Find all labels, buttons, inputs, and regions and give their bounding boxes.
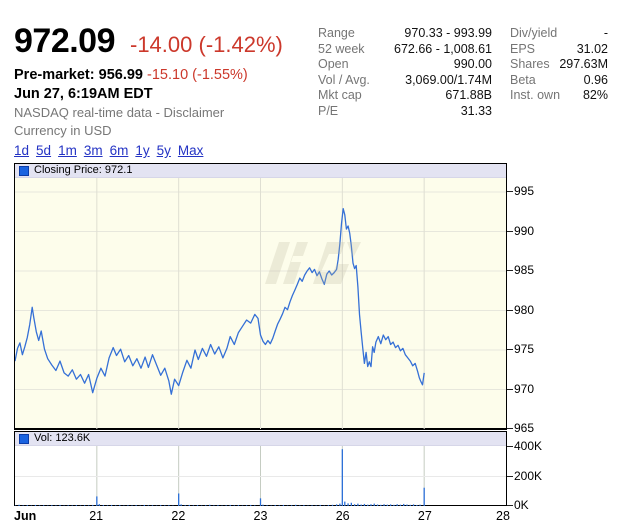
price-legend: Closing Price: 972.1 (15, 164, 506, 178)
stat-label: Beta (510, 72, 536, 87)
price-y-tick-label: 975 (514, 342, 535, 356)
price-y-tick-label: 985 (514, 263, 535, 277)
x-axis-label: 22 (171, 509, 186, 523)
premarket-change: -15.10 (-1.55%) (147, 67, 248, 83)
stat-label: Shares (510, 57, 550, 72)
premarket-label: Pre-market: (14, 67, 95, 83)
stat-row-52week: 52 week 672.66 - 1,008.61 (318, 42, 492, 58)
x-axis-label: 27 (417, 509, 432, 523)
stat-value: 672.66 - 1,008.61 (394, 41, 492, 56)
quote-header: 972.09 -14.00 (-1.42%) Pre-market: 956.9… (14, 24, 283, 138)
stat-value: 3,069.00/1.74M (405, 72, 492, 87)
stat-label: 52 week (318, 41, 365, 56)
volume-y-tick-label: 200K (514, 468, 543, 483)
last-price: 972.09 (14, 22, 116, 60)
data-source-text: NASDAQ real-time data - (14, 105, 164, 120)
stat-label: Vol / Avg. (318, 72, 370, 87)
price-y-tick-label: 990 (514, 223, 535, 238)
price-row: 972.09 -14.00 (-1.42%) (14, 24, 283, 58)
volume-swatch-icon (19, 433, 29, 444)
price-y-tick-label: 970 (514, 381, 535, 396)
range-link-5y[interactable]: 5y (156, 143, 171, 158)
price-y-tick-label: 980 (514, 302, 535, 317)
currency-note: Currency in USD (14, 123, 112, 138)
stat-row-eps: EPS 31.02 (510, 42, 608, 58)
price-y-tick-label: 965 (514, 421, 535, 435)
stat-value: 970.33 - 993.99 (404, 26, 492, 40)
volume-legend: Vol: 123.6K (15, 432, 506, 446)
data-source-note: NASDAQ real-time data - Disclaimer (14, 105, 283, 120)
range-link-1m[interactable]: 1m (58, 143, 77, 158)
premarket-row: Pre-market: 956.99 -15.10 (-1.55%) (14, 67, 283, 83)
disclaimer-link[interactable]: Disclaimer (163, 105, 225, 120)
range-link-3m[interactable]: 3m (83, 143, 103, 158)
stat-value: 31.02 (576, 41, 608, 56)
stat-row-mktcap: Mkt cap 671.88B (318, 88, 492, 104)
stat-value: 82% (582, 88, 608, 103)
x-axis-label: 23 (253, 509, 268, 523)
volume-bar-chart[interactable] (15, 446, 506, 506)
price-line-chart[interactable] (15, 178, 506, 429)
stats-column-left: Range 970.33 - 993.99 52 week 672.66 - 1,0… (318, 26, 492, 120)
stat-row-beta: Beta 0.96 (510, 73, 608, 89)
range-links: 1d 5d 1m 3m 6m 1y 5y Max (14, 143, 210, 158)
stat-value: 297.63M (559, 57, 608, 72)
stat-label: Open (318, 57, 349, 72)
x-axis-label: 21 (89, 509, 104, 523)
range-link-6m[interactable]: 6m (109, 143, 129, 158)
range-link-1d[interactable]: 1d (14, 143, 30, 158)
stat-value: 0.96 (583, 72, 608, 87)
x-axis-label: 26 (335, 509, 350, 523)
stat-label: Div/yield (510, 26, 558, 40)
stat-row-open: Open 990.00 (318, 57, 492, 73)
stat-value: 990.00 (453, 57, 492, 72)
price-y-tick (507, 428, 513, 429)
stat-row-instown: Inst. own 82% (510, 88, 608, 104)
x-axis-label: 28 (496, 509, 510, 523)
price-y-tick (507, 388, 513, 390)
premarket-price: 956.99 (98, 67, 143, 83)
volume-y-tick-label: 0K (514, 498, 529, 512)
stat-row-divyield: Div/yield - (510, 26, 608, 42)
range-link-max[interactable]: Max (177, 143, 204, 158)
stat-label: Mkt cap (318, 88, 362, 103)
quote-timestamp: Jun 27, 6:19AM EDT (14, 86, 153, 102)
volume-y-tick (507, 505, 513, 506)
stat-value: - (603, 26, 608, 40)
volume-y-tick (507, 475, 513, 477)
price-legend-label: Closing Price: 972.1 (34, 164, 133, 176)
closing-price-swatch-icon (19, 165, 29, 176)
stat-label: EPS (510, 41, 536, 56)
stat-row-shares: Shares 297.63M (510, 57, 608, 73)
price-y-tick (507, 309, 513, 311)
volume-y-tick (507, 446, 513, 447)
range-link-5d[interactable]: 5d (36, 143, 52, 158)
price-y-tick (507, 191, 513, 192)
stat-label: P/E (318, 103, 339, 118)
stat-value: 31.33 (460, 103, 492, 118)
price-y-tick (507, 270, 513, 271)
x-axis-label: Jun (14, 509, 37, 523)
stat-label: Inst. own (510, 88, 561, 103)
stats-column-right: Div/yield - EPS 31.02 Shares 297.63M Beta 0.… (510, 26, 608, 104)
stat-row-vol-avg: Vol / Avg. 3,069.00/1.74M (318, 73, 492, 89)
price-y-tick (507, 230, 513, 232)
range-link-1y[interactable]: 1y (135, 143, 150, 158)
volume-legend-label: Vol: 123.6K (34, 432, 91, 444)
stat-value: 671.88B (445, 88, 492, 103)
stat-row-range: Range 970.33 - 993.99 (318, 26, 492, 42)
price-change: -14.00 (-1.42%) (130, 32, 283, 57)
price-chart-panel[interactable]: Closing Price: 972.1 (14, 163, 507, 430)
price-y-tick (507, 349, 513, 350)
stat-label: Range (318, 26, 355, 40)
stat-row-pe: P/E 31.33 (318, 104, 492, 120)
volume-chart-panel[interactable]: Vol: 123.6K (14, 431, 507, 506)
price-y-tick-label: 995 (514, 184, 535, 198)
volume-y-tick-label: 400K (514, 439, 543, 453)
